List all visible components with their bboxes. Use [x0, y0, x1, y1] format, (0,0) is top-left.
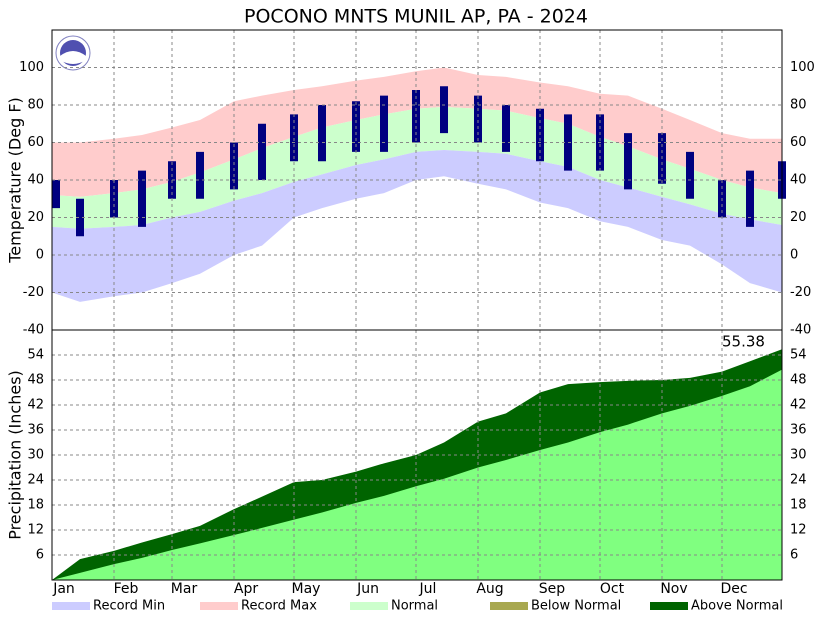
- observed-temp-bar: [686, 151, 694, 199]
- y-tick-label-right: 6: [790, 548, 798, 563]
- x-tick-label: May: [292, 581, 321, 597]
- y-tick-label-right: -40: [790, 323, 811, 338]
- record-max-band: [52, 67, 782, 197]
- observed-temp-bar: [230, 142, 238, 190]
- y-tick-label-right: 42: [790, 398, 807, 413]
- legend-swatch: [650, 602, 688, 610]
- legend-label: Normal: [391, 599, 438, 614]
- chart-title: POCONO MNTS MUNIL AP, PA - 2024: [244, 6, 588, 28]
- y-tick-label-right: 48: [790, 373, 807, 388]
- observed-temp-bar: [258, 123, 266, 180]
- y-tick-label: 48: [27, 373, 44, 388]
- observed-temp-bar: [624, 133, 632, 190]
- x-tick-label: Jul: [419, 581, 437, 597]
- observed-temp-bar: [138, 170, 146, 227]
- y-axis-label: Temperature (Deg F): [6, 97, 25, 264]
- x-tick-label: Apr: [234, 581, 258, 597]
- y-tick-label-right: 40: [790, 173, 807, 188]
- y-tick-label: 42: [27, 398, 44, 413]
- x-tick-label: Oct: [600, 581, 625, 597]
- observed-temp-bar: [52, 180, 60, 209]
- y-tick-label: -40: [23, 323, 44, 338]
- x-tick-label: Nov: [660, 581, 687, 597]
- legend-label: Below Normal: [531, 599, 621, 614]
- y-tick-label-right: 30: [790, 448, 807, 463]
- x-tick-label: Feb: [114, 581, 139, 597]
- x-tick-label: Mar: [171, 581, 198, 597]
- normal-precip-area: [52, 369, 782, 580]
- y-tick-label: 6: [36, 548, 44, 563]
- y-tick-label: 60: [27, 135, 44, 150]
- legend-label: Above Normal: [691, 599, 783, 614]
- observed-temp-bar: [746, 170, 754, 227]
- x-tick-label: Dec: [720, 581, 747, 597]
- legend-label: Record Min: [93, 599, 165, 614]
- noaa-logo: [55, 35, 91, 71]
- y-tick-label-right: 36: [790, 423, 807, 438]
- y-tick-label-right: -20: [790, 285, 811, 300]
- total-annotation: 55.38: [722, 333, 765, 351]
- y-tick-label-right: 60: [790, 135, 807, 150]
- y-tick-label: 24: [27, 473, 44, 488]
- observed-temp-bar: [290, 114, 298, 162]
- x-tick-label: Jun: [356, 581, 379, 597]
- y-tick-label: 54: [27, 348, 44, 363]
- observed-temp-bar: [474, 95, 482, 143]
- y-tick-label: 30: [27, 448, 44, 463]
- legend-label: Record Max: [241, 599, 317, 614]
- plot-frame: [51, 29, 783, 581]
- x-tick-label: Aug: [476, 581, 503, 597]
- observed-temp-bar: [380, 95, 388, 152]
- y-tick-label: 20: [27, 210, 44, 225]
- y-tick-label-right: 20: [790, 210, 807, 225]
- y-tick-label: 100: [19, 60, 44, 75]
- y-axis-label: Precipitation (Inches): [6, 370, 25, 540]
- y-tick-label: 80: [27, 98, 44, 113]
- y-tick-label-right: 24: [790, 473, 807, 488]
- observed-temp-bar: [502, 105, 510, 152]
- y-tick-label-right: 100: [790, 60, 815, 75]
- y-tick-label: -20: [23, 285, 44, 300]
- y-tick-label-right: 18: [790, 498, 807, 513]
- y-tick-label-right: 80: [790, 98, 807, 113]
- y-tick-label: 12: [27, 523, 44, 538]
- y-tick-label-right: 54: [790, 348, 807, 363]
- observed-temp-bar: [318, 105, 326, 162]
- legend-swatch: [490, 602, 528, 610]
- y-tick-label: 40: [27, 173, 44, 188]
- x-tick-label: Jan: [52, 581, 75, 597]
- observed-temp-bar: [196, 151, 204, 199]
- y-tick-label-right: 0: [790, 248, 798, 263]
- x-tick-label: Sep: [539, 581, 566, 597]
- observed-temp-bar: [440, 86, 448, 134]
- legend-swatch: [52, 602, 90, 610]
- y-tick-label: 36: [27, 423, 44, 438]
- observed-temp-bar: [76, 198, 84, 237]
- legend-swatch: [200, 602, 238, 610]
- legend-swatch: [350, 602, 388, 610]
- y-tick-label: 18: [27, 498, 44, 513]
- y-tick-label-right: 12: [790, 523, 807, 538]
- y-tick-label: 0: [36, 248, 44, 263]
